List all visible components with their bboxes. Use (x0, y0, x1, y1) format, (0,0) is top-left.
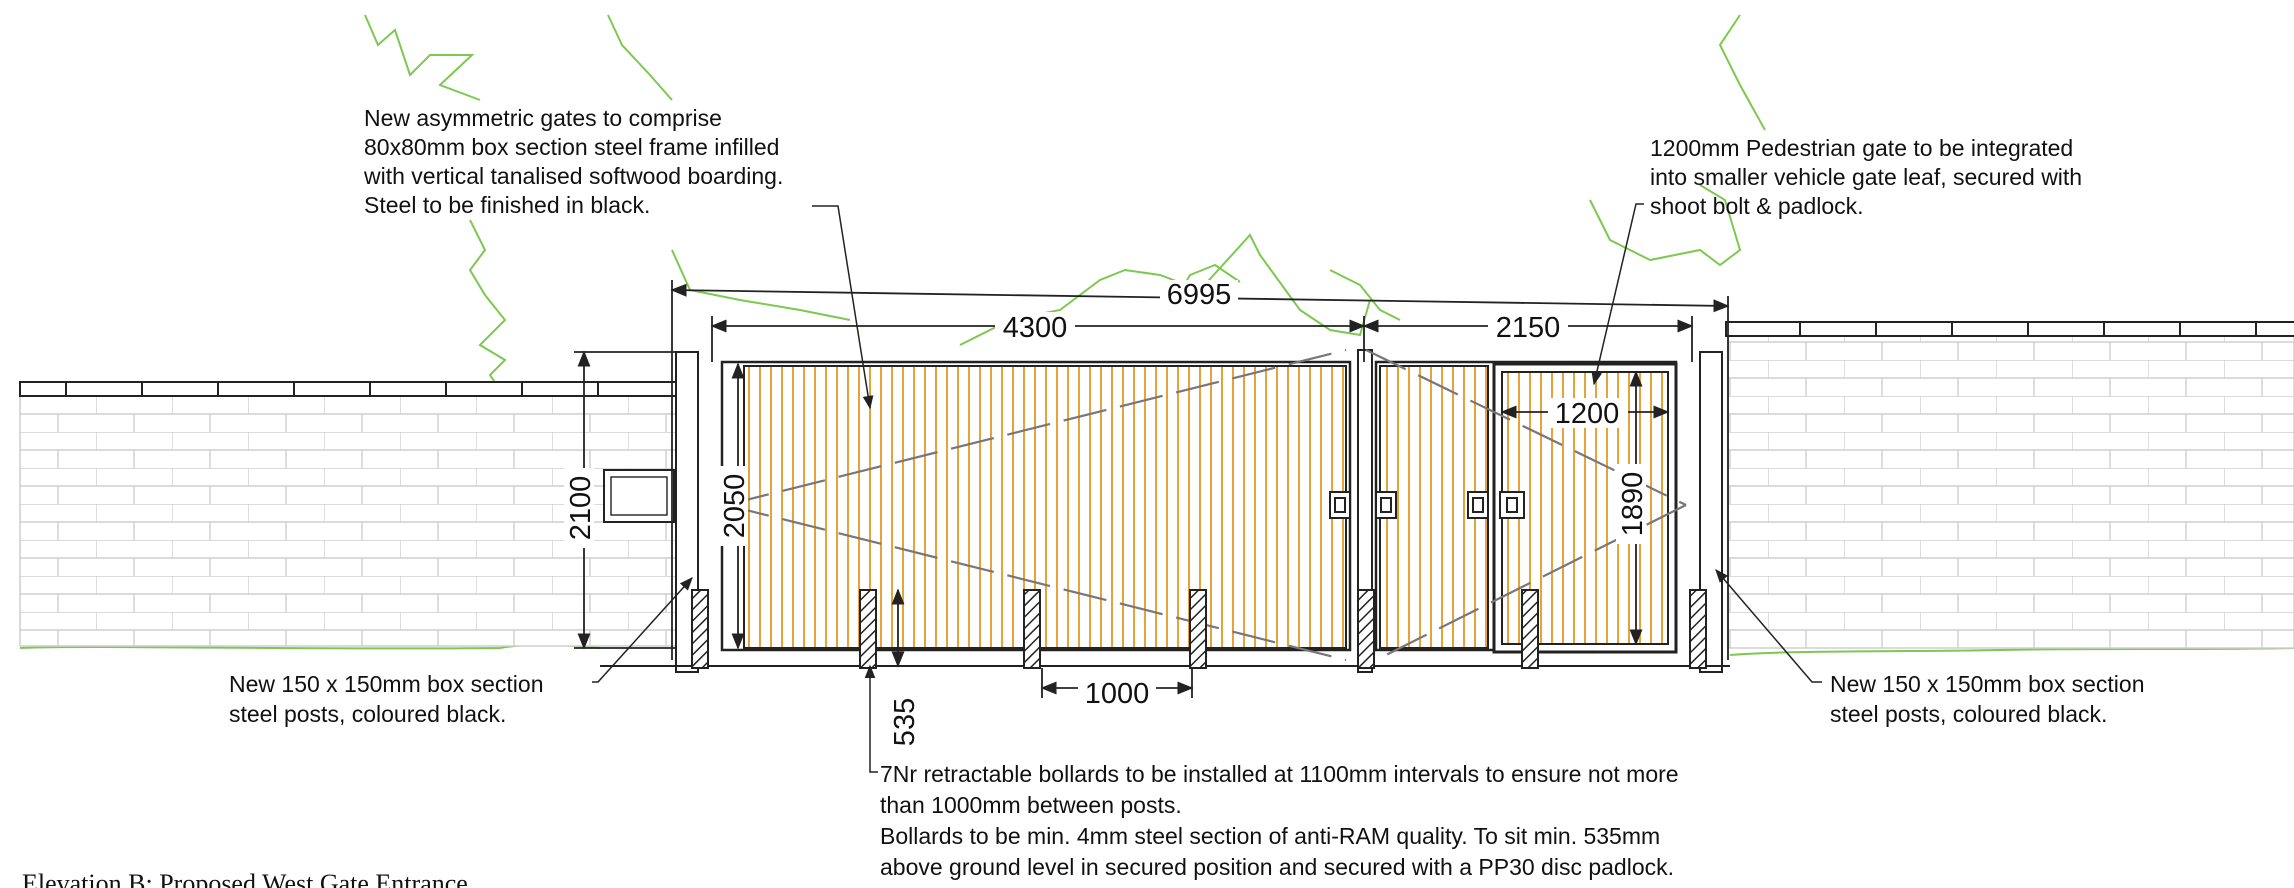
bollard (1357, 589, 1375, 669)
dim-bollard-spacing: 1000 (1085, 678, 1150, 710)
dim-bollard-height: 535 (889, 698, 921, 746)
dim-pedestrian-height: 1890 (1617, 472, 1649, 537)
bollard (1689, 589, 1707, 669)
right-brick-wall (1725, 321, 2294, 649)
bollards (691, 589, 1707, 669)
note-post-left: New 150 x 150mm box section steel posts,… (229, 671, 550, 727)
dim-large-leaf: 4300 (1003, 312, 1068, 344)
bollard (691, 589, 709, 669)
dim-pedestrian-width: 1200 (1555, 398, 1620, 430)
note-pedestrian-gate: 1200mm Pedestrian gate to be integrated … (1650, 135, 2089, 219)
large-gate-leaf (720, 348, 1352, 662)
note-post-right: New 150 x 150mm box section steel posts,… (1830, 671, 2151, 727)
bollard (1521, 589, 1539, 669)
bollard (859, 589, 877, 669)
note-bollards: 7Nr retractable bollards to be installed… (880, 761, 1685, 880)
dim-gate-height: 2050 (719, 474, 751, 539)
drawing-title: Elevation B: Proposed West Gate Entrance (22, 869, 468, 888)
bollard (1189, 589, 1207, 669)
dim-overall: 6995 (1167, 279, 1232, 311)
dim-small-leaf: 2150 (1496, 312, 1561, 344)
note-gates: New asymmetric gates to comprise 80x80mm… (363, 105, 790, 218)
dim-wall-height: 2100 (565, 476, 597, 541)
leader-lines (592, 203, 1822, 773)
dimension-lines (574, 280, 1730, 698)
bollard (1023, 589, 1041, 669)
dimension-labels: 6995 4300 2150 1200 1000 1890 2050 2100 … (564, 279, 1649, 746)
